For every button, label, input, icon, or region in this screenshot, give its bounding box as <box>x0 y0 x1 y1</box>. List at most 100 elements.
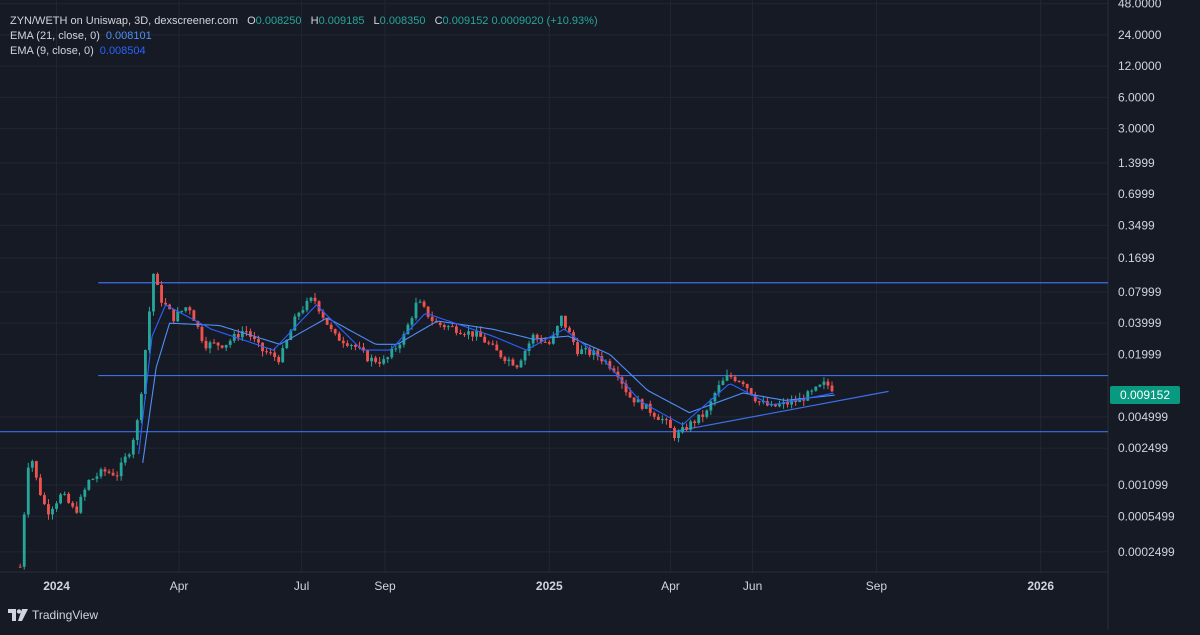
candle-body <box>794 400 798 403</box>
candle-body <box>220 345 224 348</box>
candle-body <box>467 331 470 335</box>
candle-body <box>689 421 693 430</box>
candle-body <box>535 334 539 339</box>
candle-body <box>576 342 579 355</box>
candle-body <box>321 311 325 318</box>
candle-body <box>59 494 62 504</box>
candle-body <box>665 419 668 421</box>
candle-body <box>774 403 777 407</box>
candle-body <box>568 327 571 333</box>
candle-body <box>87 479 91 490</box>
candle-body <box>503 357 507 362</box>
candle-body <box>248 331 252 337</box>
candle-body <box>281 348 285 363</box>
candle-body <box>511 359 515 366</box>
ema21-label: EMA (21, close, 0) <box>10 30 100 42</box>
candle-body <box>38 477 42 496</box>
candle-body <box>75 506 79 513</box>
candle-body <box>701 414 705 417</box>
ema9-row[interactable]: EMA (9, close, 0) 0.008504 <box>10 44 598 59</box>
candle-body <box>810 390 814 392</box>
candle-body <box>677 432 680 439</box>
candle-body <box>325 317 329 325</box>
time-tick-label: 2026 <box>1027 579 1054 593</box>
candle-body <box>725 374 729 381</box>
candle-body <box>390 348 394 358</box>
candle-body <box>71 502 75 507</box>
candle-body <box>374 357 378 363</box>
candle-body <box>515 365 519 368</box>
candle-body <box>269 352 273 354</box>
candle-body <box>459 332 462 335</box>
candle-body <box>297 312 301 317</box>
time-axis[interactable]: 2024 Apr Jul Sep 2025 Apr Jun Sep 2026 <box>43 579 1054 593</box>
candle-body <box>192 310 196 321</box>
candle-body <box>366 350 369 362</box>
open-value: 0.008250 <box>255 15 302 27</box>
candle-body <box>382 359 386 364</box>
candle-body <box>143 350 147 394</box>
candle-body <box>18 566 22 568</box>
candle-body <box>745 384 749 389</box>
candle-body <box>749 388 753 396</box>
candle-body <box>240 331 244 338</box>
price-tick-label: 0.1699 <box>1118 251 1155 265</box>
ema9-label: EMA (9, close, 0) <box>10 45 94 57</box>
price-tick-label: 0.0005499 <box>1118 509 1175 523</box>
candle-body <box>103 469 107 472</box>
candle-body <box>83 489 87 497</box>
ema21-line <box>142 318 835 463</box>
candle-body <box>30 461 34 468</box>
price-tick-label: 0.0002499 <box>1118 545 1175 559</box>
candle-body <box>26 467 30 515</box>
price-tick-label: 0.01999 <box>1118 347 1162 361</box>
candlesticks <box>18 272 834 570</box>
candle-body <box>652 412 656 417</box>
candle-body <box>43 495 46 505</box>
candle-body <box>111 472 115 476</box>
candle-body <box>717 385 721 394</box>
price-tick-label: 6.0000 <box>1118 90 1155 104</box>
candle-body <box>559 315 563 326</box>
candle-body <box>345 343 349 346</box>
candle-body <box>349 345 353 347</box>
candle-body <box>107 471 111 473</box>
candle-body <box>778 404 781 407</box>
candle-body <box>406 324 410 335</box>
candle-body <box>596 350 600 357</box>
candle-body <box>612 368 616 372</box>
ema21-row[interactable]: EMA (21, close, 0) 0.008101 <box>10 29 598 44</box>
candle-body <box>277 357 281 363</box>
candle-body <box>244 331 248 333</box>
ema-lines <box>138 304 835 463</box>
candle-body <box>721 380 725 386</box>
grid-lines <box>0 0 1109 630</box>
candle-body <box>543 341 547 343</box>
candle-body <box>354 345 357 347</box>
candle-body <box>208 342 212 349</box>
candle-body <box>67 493 71 503</box>
candle-body <box>450 326 454 328</box>
candle-body <box>313 297 317 302</box>
candle-body <box>139 393 143 421</box>
tradingview-brand[interactable]: TradingView <box>8 606 98 624</box>
price-axis[interactable]: 48.0000 24.0000 12.0000 6.0000 3.0000 1.3999 0… <box>1118 0 1175 559</box>
candle-body <box>47 504 50 515</box>
candle-body <box>410 318 414 325</box>
candle-body <box>329 324 333 330</box>
candle-body <box>644 403 648 409</box>
price-tick-label: 0.001099 <box>1118 478 1168 492</box>
candle-body <box>729 374 733 377</box>
candle-body <box>454 326 458 333</box>
candle-body <box>564 315 567 328</box>
candle-body <box>51 508 54 515</box>
candle-body <box>422 301 426 307</box>
ema9-value: 0.008504 <box>99 45 146 57</box>
candle-body <box>608 361 612 369</box>
time-tick-label: 2024 <box>43 579 70 593</box>
candle-body <box>539 338 543 342</box>
candle-body <box>426 306 430 317</box>
candle-body <box>588 348 592 356</box>
